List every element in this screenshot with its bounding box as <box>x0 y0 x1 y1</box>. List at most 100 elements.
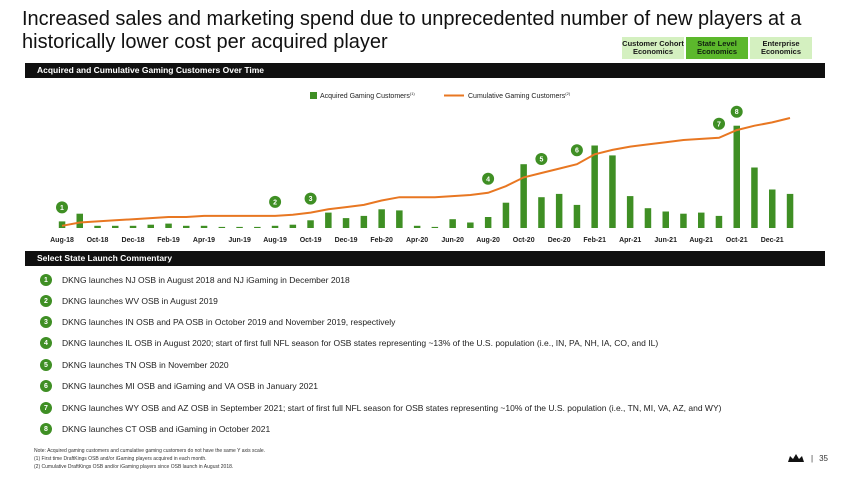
launch-marker-2: 2 <box>269 195 282 208</box>
page-number: 35 <box>819 453 828 463</box>
commentary-number-badge: 3 <box>40 316 52 328</box>
chart-section-header: Acquired and Cumulative Gaming Customers… <box>25 63 825 78</box>
bar-Jun-21 <box>662 211 669 228</box>
x-tick-label: Jun-19 <box>228 237 251 244</box>
footnote-main: Note: Acquired gaming customers and cumu… <box>34 448 266 454</box>
bar-Jun-19 <box>236 226 243 228</box>
x-tick-label: Dec-18 <box>122 237 145 244</box>
commentary-text: DKNG launches IN OSB and PA OSB in Octob… <box>62 317 396 327</box>
x-tick-label: Apr-21 <box>619 237 641 244</box>
x-tick-label: Apr-19 <box>193 237 215 244</box>
bar-Mar-19 <box>183 225 190 228</box>
bar-Apr-20 <box>413 225 421 228</box>
bar-May-21 <box>644 208 652 228</box>
launch-marker-circle <box>304 192 317 205</box>
commentary-text: DKNG launches TN OSB in November 2020 <box>62 360 229 370</box>
bar-Jan-19 <box>147 224 154 228</box>
commentary-item-6: 6 DKNG launches MI OSB and iGaming and V… <box>40 378 318 394</box>
commentary-number-badge: 8 <box>40 423 52 435</box>
bar-Apr-19 <box>200 225 208 228</box>
bar-Dec-19 <box>342 218 350 228</box>
page-title: Increased sales and marketing spend due … <box>22 8 802 53</box>
x-tick-label: Feb-21 <box>583 237 606 244</box>
bar-May-20 <box>431 226 439 228</box>
bar-Sep-19 <box>289 224 297 228</box>
chart-legend: Acquired Gaming Customers(1) Cumulative … <box>310 91 571 100</box>
bar-Aug-20 <box>484 217 492 228</box>
x-tick-label: Aug-18 <box>50 237 74 244</box>
bar-Nov-20 <box>538 197 545 228</box>
bar-Dec-18 <box>129 225 137 228</box>
x-tick-label: Feb-20 <box>370 237 393 244</box>
bar-Sep-18 <box>76 213 83 228</box>
bar-Feb-21 <box>591 145 598 228</box>
page-footer: | 35 <box>787 453 828 463</box>
x-tick-label: Dec-19 <box>335 237 358 244</box>
x-tick-label: Oct-20 <box>513 237 535 244</box>
bar-Nov-19 <box>325 212 332 228</box>
launch-marker-number: 1 <box>60 205 64 212</box>
bar-Jan-21 <box>573 204 581 228</box>
launch-marker-circle <box>730 105 743 118</box>
bar-May-19 <box>218 226 226 228</box>
launch-marker-number: 6 <box>575 148 579 155</box>
bar-Feb-20 <box>378 209 385 228</box>
bar-Aug-21 <box>698 212 705 228</box>
tab-customer-cohort-economics[interactable]: Customer Cohort Economics <box>622 37 684 59</box>
launch-marker-circle <box>535 153 548 165</box>
launch-marker-circle <box>269 195 282 208</box>
tab-enterprise-economics[interactable]: Enterprise Economics <box>750 37 812 59</box>
commentary-section-header: Select State Launch Commentary <box>25 251 825 266</box>
bar-Aug-18 <box>58 221 66 228</box>
commentary-text: DKNG launches IL OSB in August 2020; sta… <box>62 338 659 348</box>
x-tick-label: Jun-20 <box>441 237 464 244</box>
launch-marker-number: 2 <box>273 199 277 206</box>
commentary-number-badge: 5 <box>40 359 52 371</box>
bar-Apr-21 <box>626 196 634 228</box>
bar-Oct-21 <box>733 125 740 228</box>
commentary-item-8: 8 DKNG launches CT OSB and iGaming in Oc… <box>40 421 270 437</box>
x-tick-label: Dec-20 <box>548 237 571 244</box>
economics-tabs: Customer Cohort Economics State Level Ec… <box>622 37 812 59</box>
bar-Sep-21 <box>715 215 723 228</box>
launch-marker-4: 4 <box>482 172 495 185</box>
launch-marker-6: 6 <box>570 144 583 157</box>
x-tick-label: Aug-19 <box>263 237 287 244</box>
footnote-1: (1) First time DraftKings OSB and/or iGa… <box>34 456 207 462</box>
launch-marker-number: 8 <box>735 109 739 116</box>
commentary-item-3: 3 DKNG launches IN OSB and PA OSB in Oct… <box>40 314 395 330</box>
x-tick-label: Aug-20 <box>476 237 500 244</box>
bar-Dec-20 <box>555 193 563 228</box>
bar-Jul-19 <box>254 226 261 228</box>
bar-Oct-18 <box>94 225 101 228</box>
x-tick-label: Oct-21 <box>726 237 748 244</box>
launch-marker-5: 5 <box>535 153 548 165</box>
tab-state-level-economics[interactable]: State Level Economics <box>686 37 748 59</box>
commentary-number-badge: 7 <box>40 402 52 414</box>
commentary-item-2: 2 DKNG launches WV OSB in August 2019 <box>40 293 218 309</box>
launch-marker-3: 3 <box>304 192 317 205</box>
legend-cumulative-label: Cumulative Gaming Customers(2) <box>468 91 571 100</box>
bar-Jun-20 <box>449 219 456 228</box>
bar-Nov-18 <box>112 225 119 228</box>
launch-marker-circle <box>713 117 725 130</box>
commentary-number-badge: 6 <box>40 380 52 392</box>
launch-marker-number: 4 <box>486 176 490 183</box>
x-tick-label: Oct-18 <box>87 237 109 244</box>
launch-marker-circle <box>570 144 583 157</box>
bar-Aug-19 <box>271 225 279 228</box>
x-tick-label: Jun-21 <box>654 237 677 244</box>
commentary-text: DKNG launches WY OSB and AZ OSB in Septe… <box>62 403 722 413</box>
x-tick-label: Dec-21 <box>761 237 784 244</box>
bar-Nov-21 <box>751 167 758 228</box>
legend-acquired-label: Acquired Gaming Customers(1) <box>320 91 415 100</box>
x-tick-label: Aug-21 <box>689 237 713 244</box>
launch-marker-number: 3 <box>309 196 313 203</box>
x-tick-label: Oct-19 <box>300 237 322 244</box>
bar-Jul-21 <box>680 213 687 228</box>
launch-marker-circle <box>56 201 68 214</box>
commentary-text: DKNG launches NJ OSB in August 2018 and … <box>62 275 350 285</box>
bar-41 <box>786 193 794 228</box>
launch-marker-number: 5 <box>539 157 543 164</box>
commentary-item-4: 4 DKNG launches IL OSB in August 2020; s… <box>40 335 658 351</box>
